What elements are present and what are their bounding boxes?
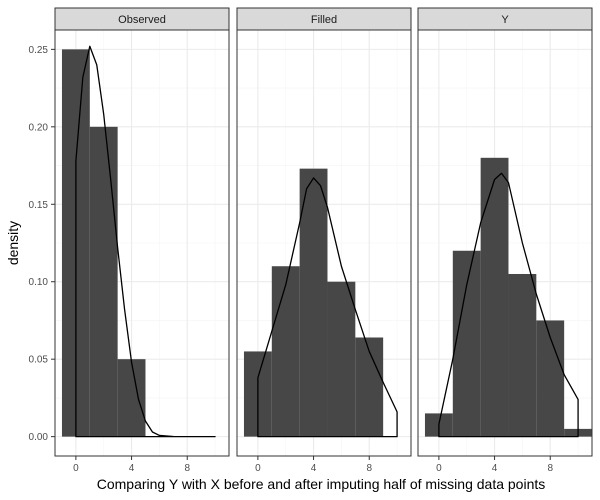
x-tick-label: 4 bbox=[492, 463, 498, 474]
panel-border bbox=[54, 29, 230, 457]
y-tick-label: 0.10 bbox=[29, 277, 49, 288]
x-axis-2: 0 4 8 bbox=[255, 456, 372, 474]
density-curve bbox=[75, 45, 216, 438]
histogram-bar bbox=[355, 337, 384, 437]
y-tick-label: 0.20 bbox=[29, 122, 49, 133]
histogram-bars bbox=[243, 168, 384, 437]
facet-panel-2: Filled 0 4 8 bbox=[236, 7, 412, 474]
x-tick-label: 8 bbox=[184, 463, 190, 474]
facet-strip-label: Y bbox=[501, 14, 509, 26]
histogram-bar bbox=[299, 168, 328, 437]
histogram-bar bbox=[452, 250, 481, 437]
x-axis-1: 0 4 8 bbox=[73, 456, 190, 474]
histogram-bar bbox=[508, 273, 537, 437]
histogram-bars bbox=[61, 49, 146, 437]
histogram-bars bbox=[424, 157, 592, 437]
x-tick-label: 8 bbox=[547, 463, 553, 474]
x-tick-label: 8 bbox=[366, 463, 372, 474]
facet-panel-1: Observed 0 4 8 bbox=[54, 7, 230, 474]
x-axis-title: Comparing Y with X before and after impu… bbox=[97, 476, 546, 492]
facet-strip-label: Observed bbox=[118, 14, 166, 26]
density-curve bbox=[438, 172, 579, 438]
histogram-bar bbox=[480, 157, 509, 437]
x-tick-label: 0 bbox=[255, 463, 261, 474]
panel-border bbox=[236, 29, 412, 457]
y-tick-label: 0.05 bbox=[29, 355, 49, 366]
density-curve bbox=[257, 177, 398, 438]
histogram-bar bbox=[117, 359, 146, 437]
x-axis-3: 0 4 8 bbox=[436, 456, 553, 474]
histogram-bar bbox=[89, 126, 118, 437]
x-tick-label: 4 bbox=[311, 463, 317, 474]
y-tick-label: 0.25 bbox=[29, 45, 49, 56]
y-tick-label: 0.00 bbox=[29, 432, 49, 443]
x-tick-label: 0 bbox=[436, 463, 442, 474]
histogram-bar bbox=[271, 266, 300, 437]
y-tick-label: 0.15 bbox=[29, 200, 49, 211]
y-axis: 0.00 0.05 0.10 0.15 0.20 0.25 bbox=[29, 45, 55, 443]
x-tick-label: 0 bbox=[73, 463, 79, 474]
panel-border bbox=[417, 29, 593, 457]
x-tick-label: 4 bbox=[129, 463, 135, 474]
facet-strip-label: Filled bbox=[311, 14, 337, 26]
y-axis-title: density bbox=[5, 221, 21, 265]
histogram-bar bbox=[536, 320, 565, 437]
facet-panel-3: Y 0 4 8 bbox=[417, 7, 593, 474]
histogram-bar bbox=[327, 281, 356, 437]
facet-panels: Observed 0 4 8 Filled 0 4 8 Y 0 4 8 bbox=[54, 7, 593, 474]
